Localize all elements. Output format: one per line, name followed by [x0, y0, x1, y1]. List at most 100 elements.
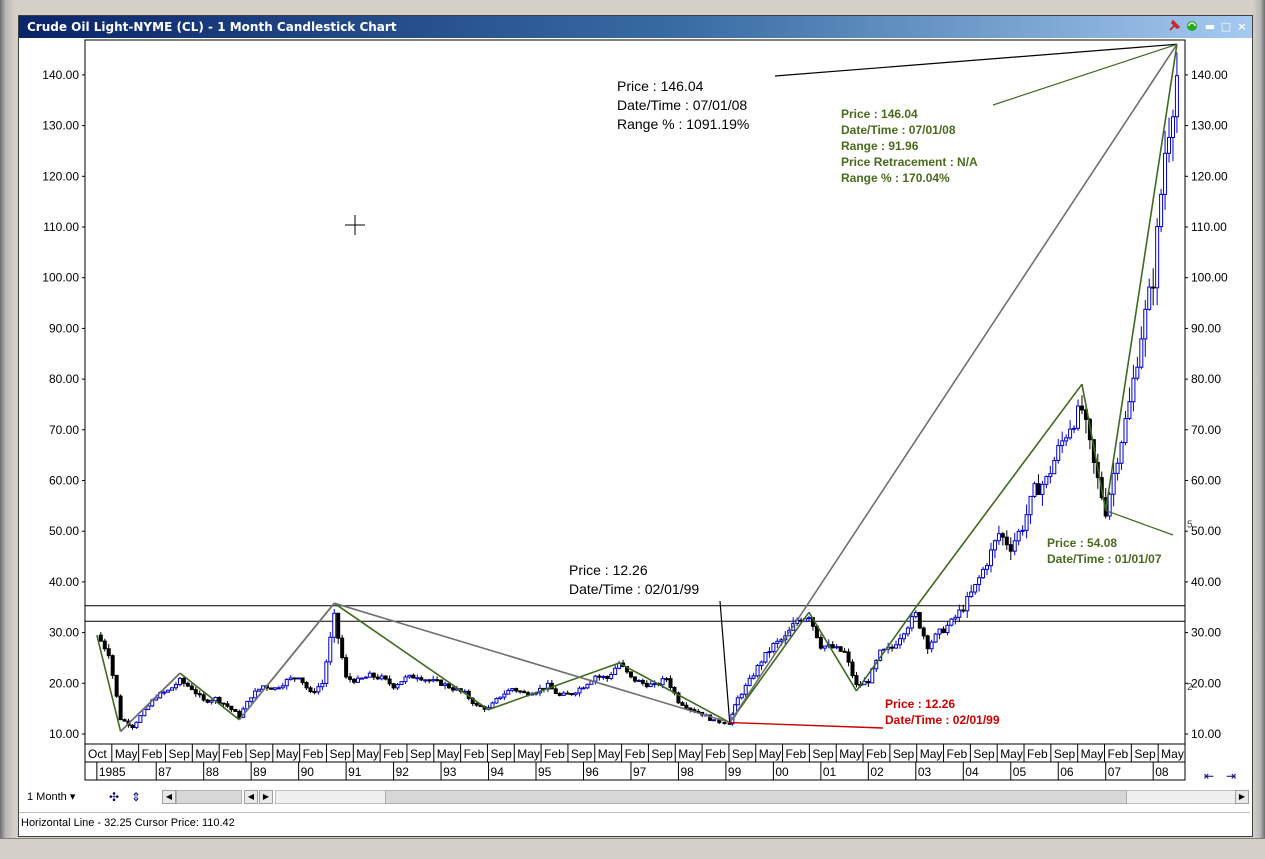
candle-up	[146, 705, 151, 710]
x-month-label: Sep	[571, 747, 593, 761]
candle-up	[1163, 152, 1168, 195]
candle-down	[522, 690, 527, 694]
minimize-button[interactable]: ▬	[1204, 20, 1216, 33]
x-month-label: Sep	[249, 747, 271, 761]
candle-down	[597, 675, 602, 678]
timeframe-dropdown[interactable]: 1 Month ▾	[27, 790, 75, 803]
swing-lines[interactable]	[96, 43, 1178, 733]
y-tick-label-right: 70.00	[1191, 423, 1221, 437]
candle-up	[328, 636, 333, 663]
scroll-thumb-small[interactable]	[176, 790, 242, 804]
bottom-toolbar: 1 Month ▾ ✣ ⇕ ◀ ◀ ▶ ▶	[19, 786, 1250, 808]
candle-down	[439, 679, 444, 686]
scroll-left-step-button[interactable]: ◀	[244, 790, 258, 804]
x-year-label: 98	[680, 765, 694, 779]
annotation-low-black-line: Price : 12.26	[569, 562, 648, 578]
candle-down	[1079, 405, 1084, 411]
candle-down	[229, 705, 234, 711]
x-year-label: 94	[491, 765, 505, 779]
x-month-label: Sep	[410, 747, 432, 761]
x-month-label: May	[276, 747, 299, 761]
x-month-label: May	[437, 747, 460, 761]
candle-down	[838, 646, 843, 652]
candle-up	[755, 665, 760, 677]
x-month-label: May	[839, 747, 862, 761]
candle-down	[565, 692, 570, 695]
scroll-right-button[interactable]: ▶	[1235, 790, 1249, 804]
x-month-label: Feb	[705, 747, 726, 761]
candle-down	[890, 646, 895, 649]
scroll-left-icon[interactable]: ⇤	[1203, 769, 1215, 783]
candle-settings-icon[interactable]: ⇕	[130, 790, 142, 804]
candle-up	[1052, 459, 1057, 475]
candle-up	[965, 596, 970, 612]
status-bar: Horizontal Line - 32.25 Cursor Price: 11…	[19, 812, 1250, 833]
horizontal-scrollbar-thumb[interactable]	[385, 790, 1127, 804]
x-month-label: May	[759, 747, 782, 761]
candle-down	[668, 678, 673, 688]
candle-up	[1064, 437, 1069, 442]
x-month-label: Sep	[490, 747, 512, 761]
candle-up	[988, 549, 993, 567]
bottom-frame-border	[0, 838, 1265, 859]
maximize-button[interactable]: □	[1220, 20, 1232, 33]
window-titlebar[interactable]: Crude Oil Light-NYME (CL) - 1 Month Cand…	[19, 16, 1252, 38]
candle-down	[427, 679, 432, 682]
candle-down	[514, 688, 519, 692]
candle-up	[747, 677, 752, 686]
candle-up	[1147, 286, 1152, 310]
y-tick-label-right: 80.00	[1191, 372, 1221, 386]
candlestick-chart[interactable]: 10.00 20.00 30.00 40.00 50.00 60.00 70.00 80.00…	[19, 38, 1250, 786]
candle-down	[925, 635, 930, 650]
candle-down	[114, 674, 119, 697]
candle-down	[110, 655, 115, 676]
candle-up	[280, 685, 285, 689]
scroll-right-step-button[interactable]: ▶	[259, 790, 273, 804]
y-tick-label-right: 40.00	[1191, 575, 1221, 589]
candle-up	[166, 689, 171, 693]
swing-segment	[855, 606, 917, 692]
x-month-label: May	[1000, 747, 1023, 761]
candle-up	[577, 687, 582, 694]
refresh-icon[interactable]	[1185, 19, 1199, 33]
annotation-leader	[992, 43, 1178, 106]
candle-up	[613, 667, 618, 676]
candle-down	[411, 674, 416, 679]
pin-icon[interactable]	[1167, 19, 1181, 33]
scroll-right-icon[interactable]: ⇥	[1225, 769, 1237, 783]
x-month-label: May	[598, 747, 621, 761]
annotation-mid-green-line: Price : 54.08	[1047, 536, 1117, 550]
candle-down	[98, 634, 103, 642]
x-month-label: Sep	[168, 747, 190, 761]
candle-up	[573, 692, 578, 696]
y-axis-right: 10.00 20.00 30.00 40.00 50.00 60.00 70.00 80.00…	[1185, 68, 1228, 741]
candle-up	[957, 609, 962, 618]
candle-down	[201, 694, 206, 701]
candle-up	[332, 612, 337, 638]
candle-down	[371, 672, 376, 678]
crosshair-icon[interactable]: ✣	[108, 790, 120, 804]
y-tick-label: 40.00	[49, 575, 79, 589]
candle-up	[609, 674, 614, 679]
candle-up	[162, 691, 167, 694]
candle-down	[640, 679, 645, 684]
x-month-label: Feb	[866, 747, 887, 761]
candle-up	[771, 642, 776, 653]
candle-up	[1048, 473, 1053, 478]
scroll-left-button[interactable]: ◀	[162, 790, 176, 804]
candle-down	[122, 719, 127, 722]
horizontal-lines[interactable]	[85, 605, 1185, 622]
candle-up	[1076, 405, 1081, 429]
candle-up	[1143, 308, 1148, 340]
candle-down	[233, 709, 238, 712]
candle-up	[909, 616, 914, 629]
y-axis-left: 10.00 20.00 30.00 40.00 50.00 60.00 70.00 80.00…	[42, 68, 85, 741]
swing-segment	[179, 672, 240, 721]
close-button[interactable]: ×	[1237, 20, 1247, 33]
y-tick-label-right: 30.00	[1191, 626, 1221, 640]
candle-down	[300, 677, 305, 684]
annotation-low-red-line: Price : 12.26	[885, 697, 955, 711]
x-year-label: 08	[1155, 765, 1169, 779]
candle-down	[628, 671, 633, 678]
candle-down	[1008, 544, 1013, 552]
